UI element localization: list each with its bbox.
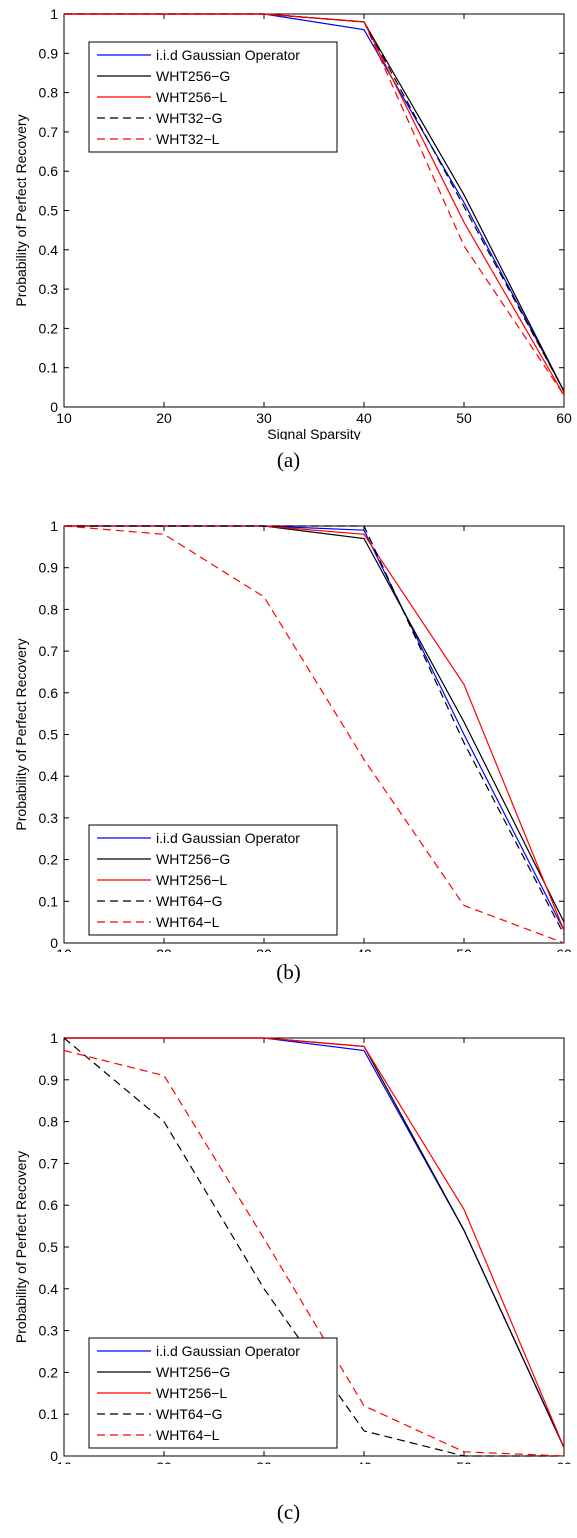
x-tick-label: 20 — [156, 1459, 172, 1464]
legend-label: WHT256−G — [156, 68, 230, 84]
y-tick-label: 0.4 — [39, 1281, 59, 1297]
x-tick-label: 20 — [156, 410, 172, 426]
x-tick-label: 50 — [456, 1459, 472, 1464]
caption-a: (a) — [276, 448, 301, 472]
y-tick-label: 1 — [50, 6, 58, 22]
x-tick-label: 10 — [56, 946, 72, 952]
y-tick-label: 0.9 — [39, 1072, 59, 1088]
y-tick-label: 0.7 — [39, 643, 59, 659]
y-tick-label: 0.4 — [39, 242, 59, 258]
legend-label: WHT64−L — [156, 914, 220, 930]
y-tick-label: 0.3 — [39, 810, 59, 826]
y-tick-label: 0 — [50, 935, 58, 951]
y-tick-label: 0.3 — [39, 281, 59, 297]
legend-label: WHT32−L — [156, 131, 220, 147]
y-tick-label: 0 — [50, 399, 58, 415]
x-tick-label: 40 — [356, 410, 372, 426]
y-tick-label: 0.8 — [39, 1114, 59, 1130]
series-line — [63, 1037, 564, 1457]
y-tick-label: 0.1 — [39, 893, 59, 909]
x-tick-label: 50 — [456, 410, 472, 426]
y-tick-label: 0 — [50, 1448, 58, 1464]
chart-panel-a: 10 20 30 40 50 60 0 0.1 0.2 0.3 0.4 0.5 0.6 0.7 0.8 0.9… — [0, 0, 577, 440]
legend-label: WHT256−G — [156, 1364, 230, 1380]
legend-label: i.i.d Gaussian Operator — [156, 1343, 300, 1359]
y-tick-label: 0.8 — [39, 85, 59, 101]
legend-label: WHT256−L — [156, 872, 227, 888]
legend-label: WHT64−G — [156, 893, 223, 909]
x-tick-label: 40 — [356, 1459, 372, 1464]
y-tick-label: 0.5 — [39, 727, 59, 743]
x-tick-label: 60 — [556, 410, 572, 426]
y-tick-label: 0.2 — [39, 320, 59, 336]
caption-b: (b) — [276, 960, 301, 984]
chart-panel-b: 10 20 30 40 50 60 0 0.1 0.2 0.3 0.4 0.5 0.6 0.7 0.8 0.9… — [0, 512, 577, 952]
caption-c: (c) — [276, 1500, 301, 1524]
series-line — [63, 1049, 565, 1457]
series-line — [64, 525, 565, 935]
series-line — [63, 525, 565, 944]
y-axis-label: Probability of Perfect Recovery — [13, 638, 29, 830]
y-tick-label: 0.1 — [39, 1406, 59, 1422]
legend-label: i.i.d Gaussian Operator — [156, 830, 300, 846]
y-tick-label: 0.2 — [39, 1364, 59, 1380]
y-axis-label: Probability of Perfect Recovery — [13, 1151, 29, 1343]
chart-panel-c: 10 20 30 40 50 60 0 0.1 0.2 0.3 0.4 0.5 0.6 0.7 0.8 0.9… — [0, 1024, 577, 1464]
x-tick-label: 10 — [56, 1459, 72, 1464]
y-axis-label: Probability of Perfect Recovery — [13, 114, 29, 306]
legend-label: i.i.d Gaussian Operator — [156, 47, 300, 63]
x-tick-label: 60 — [556, 1459, 572, 1464]
x-tick-label: 20 — [156, 946, 172, 952]
y-tick-label: 1 — [50, 518, 58, 534]
y-tick-label: 0.5 — [39, 1239, 59, 1255]
x-tick-label: 30 — [256, 946, 272, 952]
y-tick-label: 0.7 — [39, 124, 59, 140]
y-tick-label: 0.6 — [39, 685, 59, 701]
x-tick-label: 30 — [256, 1459, 272, 1464]
x-tick-label: 30 — [256, 410, 272, 426]
y-tick-label: 0.8 — [39, 601, 59, 617]
y-tick-label: 0.1 — [39, 360, 59, 376]
x-tick-label: 40 — [356, 946, 372, 952]
y-tick-label: 0.2 — [39, 852, 59, 868]
x-axis-label: Signal Sparsity — [267, 426, 360, 440]
y-tick-label: 1 — [50, 1030, 58, 1046]
y-tick-label: 0.3 — [39, 1323, 59, 1339]
x-tick-label: 50 — [456, 946, 472, 952]
line-chart-b: 10 20 30 40 50 60 0 0.1 0.2 0.3 0.4 0.5 0.6 0.7 0.8 0.9… — [13, 518, 572, 952]
y-tick-label: 0.7 — [39, 1155, 59, 1171]
y-tick-label: 0.6 — [39, 1197, 59, 1213]
x-tick-label: 10 — [56, 410, 72, 426]
y-tick-label: 0.9 — [39, 560, 59, 576]
legend-box — [88, 1337, 338, 1449]
legend-label: WHT256−L — [156, 89, 227, 105]
series-line — [64, 13, 565, 396]
line-chart-a: 10 20 30 40 50 60 0 0.1 0.2 0.3 0.4 0.5 0.6 0.7 0.8 0.9… — [13, 6, 572, 440]
legend-label: WHT256−G — [156, 851, 230, 867]
x-tick-label: 60 — [556, 946, 572, 952]
legend-label: WHT256−L — [156, 1385, 227, 1401]
legend-label: WHT32−G — [156, 110, 223, 126]
series-line — [64, 1037, 565, 1448]
y-tick-label: 0.6 — [39, 163, 59, 179]
legend-label: WHT64−G — [156, 1406, 223, 1422]
y-tick-label: 0.4 — [39, 768, 59, 784]
line-chart-c: 10 20 30 40 50 60 0 0.1 0.2 0.3 0.4 0.5 0.6 0.7 0.8 0.9… — [13, 1030, 572, 1464]
y-tick-label: 0.9 — [39, 45, 59, 61]
legend-label: WHT64−L — [156, 1427, 220, 1443]
y-tick-label: 0.5 — [39, 203, 59, 219]
